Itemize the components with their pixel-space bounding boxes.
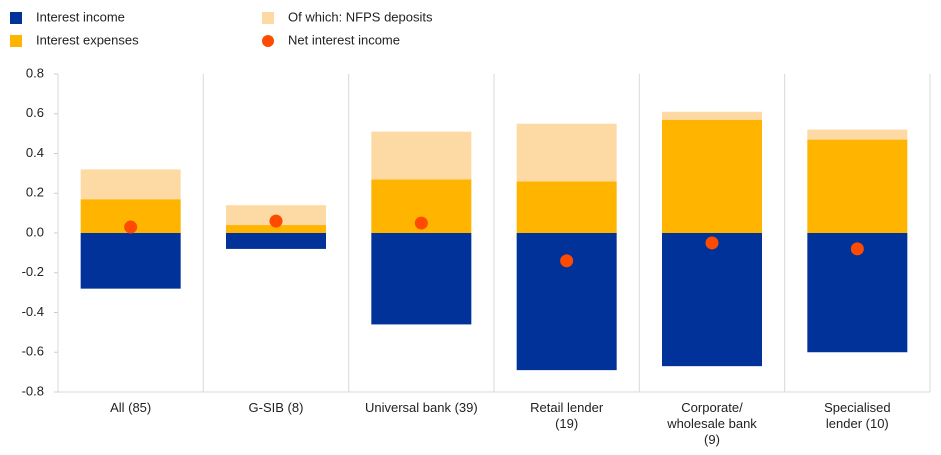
legend-marker (10, 12, 22, 24)
bar (516, 233, 617, 371)
y-tick-label: -0.8 (22, 383, 44, 398)
legend-marker (262, 12, 274, 24)
y-tick-label: -0.4 (22, 304, 44, 319)
dot (269, 214, 283, 228)
y-tick-label: -0.6 (22, 344, 44, 359)
legend-label: Interest income (36, 9, 125, 24)
dot (560, 254, 574, 268)
dot (414, 216, 428, 230)
legend-marker (262, 35, 274, 47)
bar (516, 123, 617, 182)
dot (124, 220, 138, 234)
x-tick-label: G-SIB (8) (248, 400, 304, 415)
bar (371, 131, 472, 180)
x-tick-label: Universal bank (39) (364, 400, 478, 415)
bar (226, 233, 326, 249)
bar (371, 233, 472, 325)
y-tick-label: -0.2 (22, 264, 44, 279)
bar (807, 129, 908, 140)
bar (662, 111, 762, 120)
dot (850, 242, 864, 256)
bar (226, 225, 326, 233)
x-tick-label: All (85) (110, 400, 152, 415)
x-tick-label: Corporate/ wholesale bank (9) (667, 400, 757, 447)
bar (80, 233, 181, 289)
bar (662, 119, 762, 233)
legend-label: Interest expenses (36, 32, 139, 47)
legend-label: Of which: NFPS deposits (288, 9, 433, 24)
y-tick-label: 0.0 (26, 224, 44, 239)
x-tick-label: Specialised lender (10) (824, 400, 891, 431)
x-tick-label: Retail lender (19) (530, 400, 604, 431)
legend-label: Net interest income (288, 32, 400, 47)
dot (705, 236, 719, 250)
y-tick-label: 0.2 (26, 185, 44, 200)
y-tick-label: 0.8 (26, 65, 44, 80)
bar (80, 169, 181, 200)
bar (662, 233, 762, 367)
bar (807, 139, 908, 233)
legend-marker (10, 35, 22, 47)
y-tick-label: 0.6 (26, 105, 44, 120)
bar (516, 181, 617, 233)
y-tick-label: 0.4 (26, 145, 44, 160)
